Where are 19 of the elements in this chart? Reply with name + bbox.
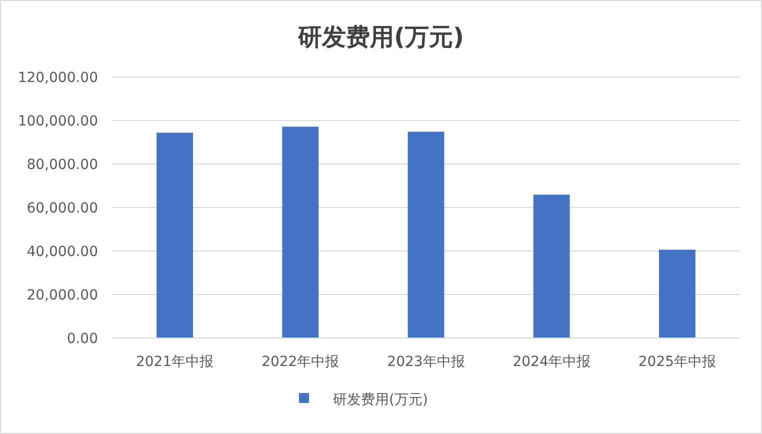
bar — [408, 132, 444, 338]
x-tick-label: 2024年中报 — [512, 354, 590, 370]
x-tick-label: 2022年中报 — [262, 354, 340, 370]
chart-title: 研发费用(万元) — [297, 23, 464, 51]
x-tick-label: 2023年中报 — [387, 354, 465, 370]
legend-label: 研发费用(万元) — [333, 392, 428, 408]
bar — [156, 132, 194, 338]
y-tick-label: 40,000.00 — [26, 244, 98, 260]
bar — [282, 126, 319, 338]
x-tick-label: 2025年中报 — [638, 354, 716, 370]
x-tick-label: 2021年中报 — [136, 354, 214, 370]
y-tick-label: 100,000.00 — [18, 114, 98, 130]
y-tick-label: 80,000.00 — [26, 157, 98, 173]
y-tick-label: 20,000.00 — [26, 288, 98, 304]
bar — [658, 250, 696, 338]
y-tick-label: 120,000.00 — [18, 70, 98, 86]
bar — [533, 194, 570, 338]
y-tick-label: 60,000.00 — [26, 200, 98, 216]
y-tick-label: 0.00 — [66, 331, 98, 347]
